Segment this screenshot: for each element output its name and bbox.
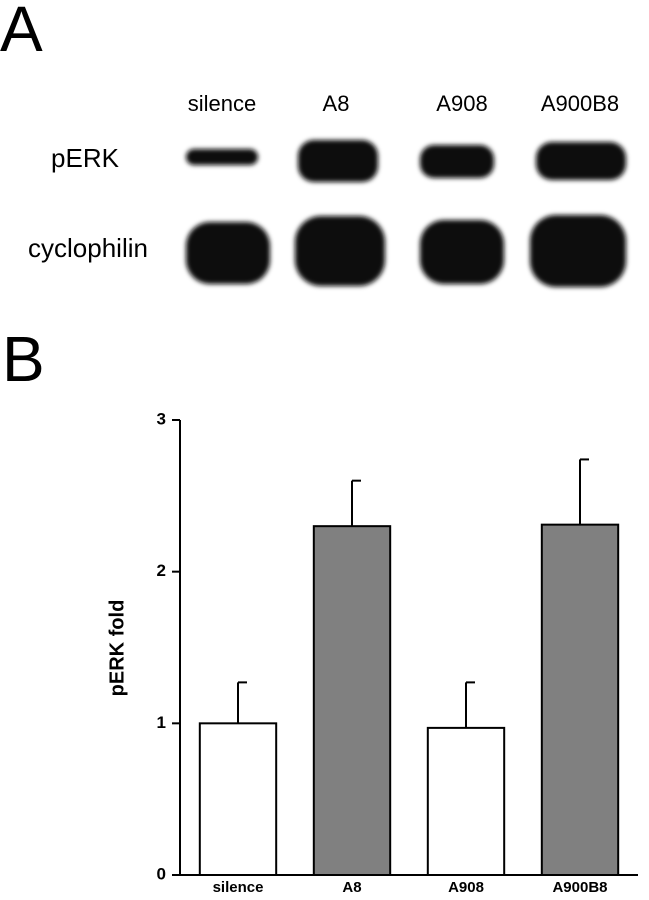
blot-band	[186, 149, 258, 165]
bar	[198, 722, 278, 876]
blot-band	[420, 145, 494, 178]
y-axis-label: pERK fold	[106, 600, 128, 697]
blot-band	[186, 222, 270, 284]
row-label: cyclophilin	[28, 233, 148, 263]
y-tick-label: 3	[157, 409, 166, 428]
blot-band	[530, 215, 626, 287]
blot-band	[536, 142, 626, 180]
panel-label: A	[0, 0, 43, 65]
lane-label: A900B8	[541, 91, 619, 116]
x-tick-label: silence	[213, 879, 264, 896]
blot-band	[295, 216, 385, 286]
bar	[540, 523, 620, 877]
bar	[426, 726, 506, 877]
bar	[312, 525, 392, 877]
lane-label: A8	[323, 91, 350, 116]
x-tick-label: A908	[448, 879, 484, 896]
x-tick-label: A8	[342, 879, 361, 896]
lane-label: silence	[188, 91, 256, 116]
y-tick-label: 0	[157, 864, 166, 883]
y-tick-label: 2	[157, 561, 166, 580]
blot	[186, 140, 626, 287]
blot-band	[420, 220, 504, 284]
lane-label: A908	[436, 91, 487, 116]
y-tick-label: 1	[157, 713, 166, 732]
blot-band	[298, 140, 378, 182]
x-tick-label: A900B8	[552, 879, 607, 896]
row-label: pERK	[51, 143, 120, 173]
panel-label: B	[2, 323, 45, 395]
